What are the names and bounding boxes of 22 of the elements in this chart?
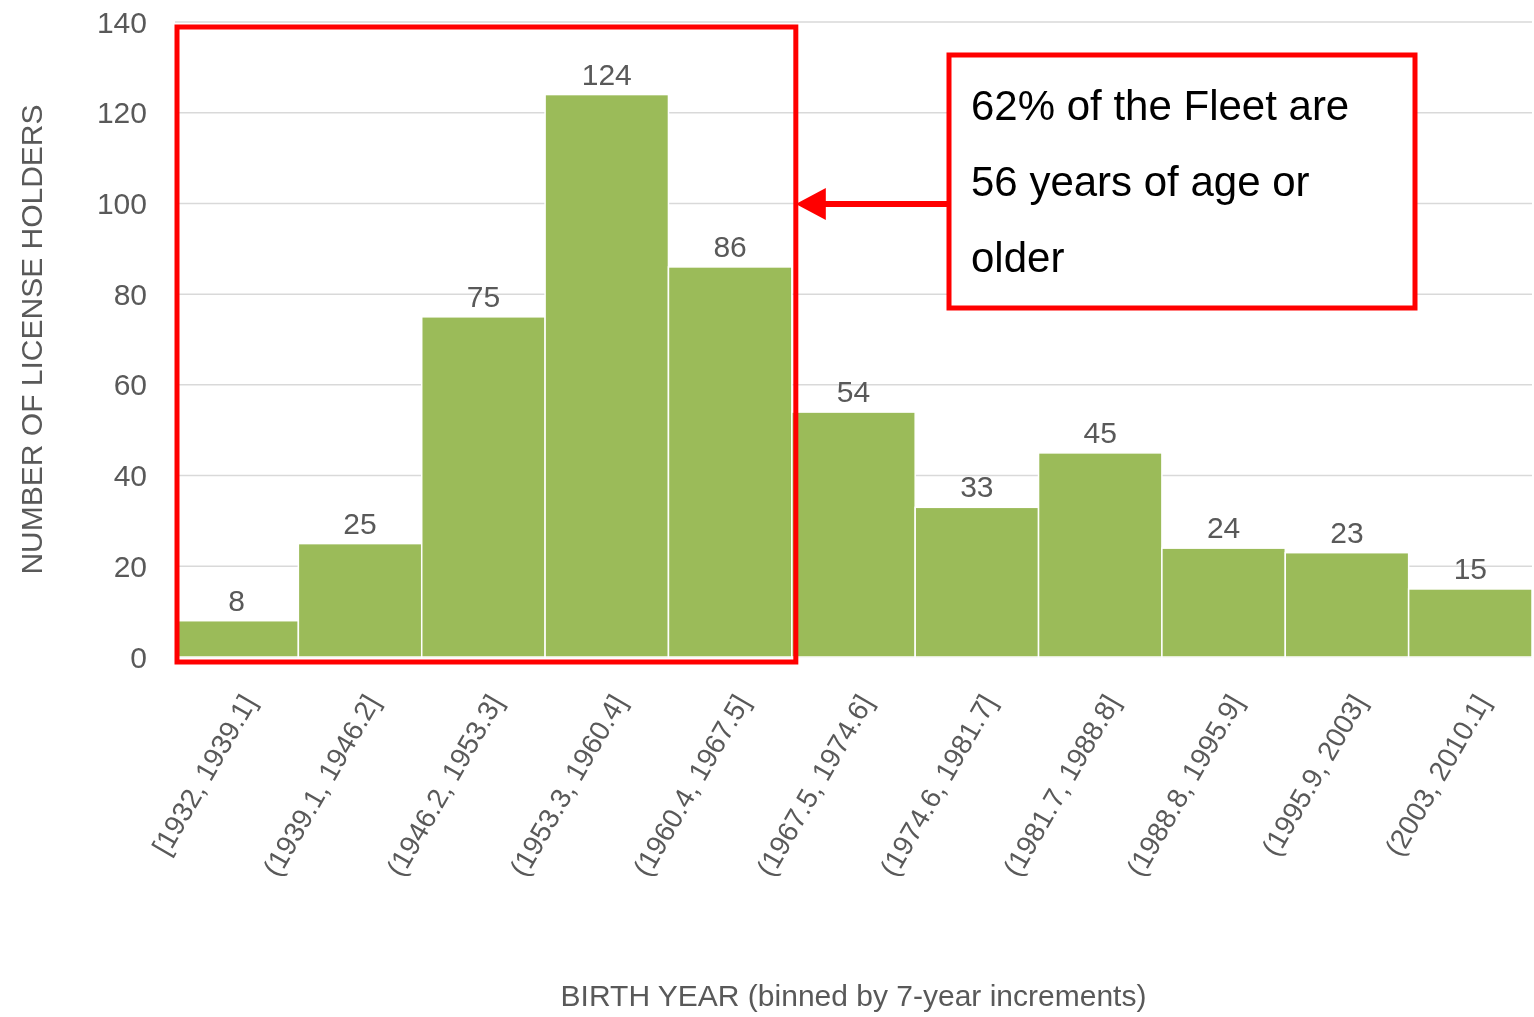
data-label: 124 [581, 57, 632, 91]
y-tick-label: 20 [113, 549, 147, 583]
data-label: 24 [1206, 511, 1241, 545]
y-tick-label: 60 [113, 368, 147, 402]
data-label: 54 [836, 375, 871, 409]
y-tick-label: 0 [130, 640, 147, 674]
data-label: 45 [1083, 415, 1117, 449]
data-label: 75 [466, 279, 501, 313]
data-label: 86 [713, 229, 747, 263]
data-label: 15 [1453, 551, 1488, 585]
y-tick-label: 100 [96, 186, 147, 220]
annotation: 62% of the Fleet are 56 years of age or older [971, 82, 1350, 281]
data-label: 33 [960, 470, 994, 504]
y-axis-title: NUMBER OF LICENSE HOLDERS [15, 104, 48, 575]
data-label: 25 [343, 506, 377, 540]
y-tick-label: 40 [113, 459, 147, 493]
data-label: 8 [228, 583, 246, 617]
y-tick-label: 80 [113, 277, 147, 311]
x-axis-title: BIRTH YEAR (binned by 7-year increments) [560, 979, 1147, 1012]
data-label: 23 [1330, 515, 1364, 549]
y-tick-label: 140 [96, 5, 147, 39]
y-tick-label: 120 [96, 96, 147, 130]
